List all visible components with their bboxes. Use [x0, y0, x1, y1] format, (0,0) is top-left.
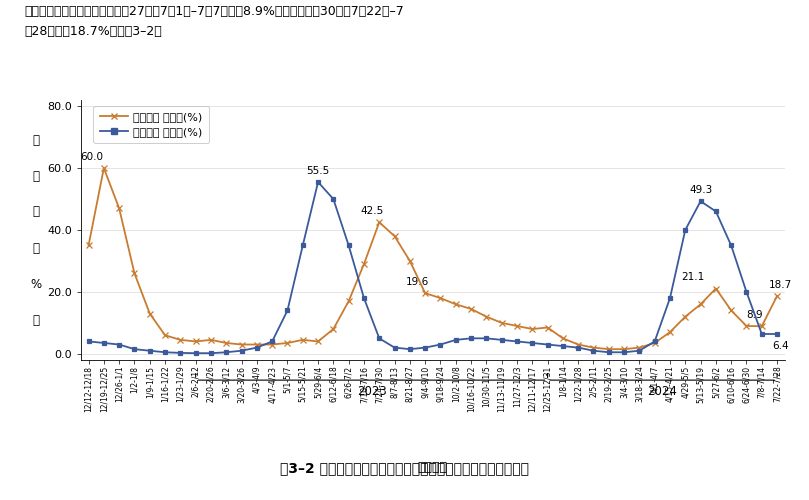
Text: 19.6: 19.6: [406, 277, 429, 287]
Text: （: （: [33, 242, 40, 254]
Text: 图3–2 全国哨点医院流感样病例新冠和流感病毒阳性率变化趋势: 图3–2 全国哨点医院流感样病例新冠和流感病毒阳性率变化趋势: [280, 461, 529, 475]
X-axis label: 采样日期: 采样日期: [417, 460, 448, 473]
Text: 6.4: 6.4: [772, 341, 789, 351]
Text: 21.1: 21.1: [681, 272, 705, 282]
Text: 49.3: 49.3: [689, 185, 712, 195]
Text: 42.5: 42.5: [360, 206, 383, 216]
Text: 阳: 阳: [33, 134, 40, 146]
Text: 2023: 2023: [357, 385, 387, 398]
Text: 55.5: 55.5: [307, 166, 330, 176]
Text: 18.7: 18.7: [769, 280, 792, 289]
Text: 2024: 2024: [647, 385, 677, 398]
Text: ）: ）: [33, 314, 40, 326]
Text: 60.0: 60.0: [80, 152, 103, 162]
Text: 流感样病例新冠病毒阳性率从第27周（7月1日–7月7日）的8.9%持续上升至第30周（7月22日–7
月28日）的18.7%。见图3–2。: 流感样病例新冠病毒阳性率从第27周（7月1日–7月7日）的8.9%持续上升至第3…: [24, 5, 404, 38]
Legend: 新冠病毒 阳性率(%), 流感病毒 阳性率(%): 新冠病毒 阳性率(%), 流感病毒 阳性率(%): [94, 106, 210, 144]
Text: 性: 性: [33, 170, 40, 182]
Text: 8.9: 8.9: [746, 310, 762, 320]
Text: 率: 率: [33, 206, 40, 218]
Text: %: %: [31, 278, 42, 290]
